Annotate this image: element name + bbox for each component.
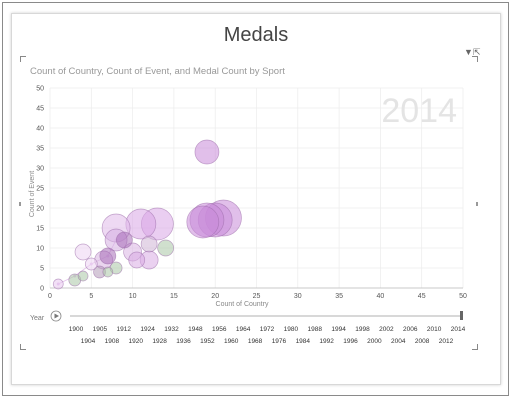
data-bubble[interactable]: [84, 257, 98, 271]
year-tick[interactable]: 2008: [415, 338, 430, 345]
y-tick-label: 30: [36, 166, 44, 173]
x-tick-label: 30: [294, 293, 302, 300]
play-axis-label: Year: [30, 315, 45, 322]
year-tick[interactable]: 2012: [439, 338, 454, 345]
data-bubble[interactable]: [77, 270, 89, 282]
year-tick[interactable]: 1952: [200, 338, 215, 345]
y-tick-label: 45: [36, 106, 44, 113]
play-button[interactable]: [50, 310, 62, 322]
chart-axes: 0 5 10 15 20 25 30 35 40 45 50 0 5 10 15 20 25 30 35 40 45 50: [36, 86, 467, 301]
year-tick[interactable]: 1980: [284, 326, 299, 333]
play-year-watermark: 2014: [381, 92, 457, 130]
year-ticks-bottom: 1904 1908 1920 1928 1936 1952 1960 1968 1976 1984…: [81, 338, 454, 345]
y-tick-label: 0: [40, 286, 44, 293]
data-bubble[interactable]: [52, 278, 64, 290]
resize-handle-left[interactable]: [19, 202, 21, 206]
year-tick[interactable]: 1948: [188, 326, 203, 333]
report-title: Medals: [223, 24, 289, 46]
data-bubble[interactable]: [186, 205, 220, 239]
y-axis-label: Count of Event: [29, 171, 36, 217]
year-tick[interactable]: 1976: [272, 338, 287, 345]
year-tick[interactable]: 1996: [343, 338, 358, 345]
y-tick-label: 35: [36, 146, 44, 153]
year-tick[interactable]: 1988: [308, 326, 323, 333]
year-tick[interactable]: 1968: [248, 338, 263, 345]
year-tick[interactable]: 1960: [224, 338, 239, 345]
year-tick[interactable]: 1908: [105, 338, 120, 345]
x-tick-label: 20: [211, 293, 219, 300]
resize-corner-top-right[interactable]: [472, 56, 478, 62]
year-tick[interactable]: 2010: [427, 326, 442, 333]
chart-subtitle: Count of Country, Count of Event, and Me…: [30, 66, 285, 77]
data-bubble[interactable]: [157, 239, 174, 257]
y-tick-label: 20: [36, 206, 44, 213]
year-ticks-top: 1900 1905 1912 1924 1932 1948 1956 1964 1972 1980…: [69, 326, 466, 333]
year-tick[interactable]: 1900: [69, 326, 84, 333]
y-tick-label: 10: [36, 246, 44, 253]
bubble-layer: [52, 139, 242, 290]
x-tick-label: 25: [253, 293, 261, 300]
year-tick[interactable]: 1964: [236, 326, 251, 333]
year-tick[interactable]: 1924: [140, 326, 155, 333]
x-tick-label: 10: [129, 293, 137, 300]
x-tick-label: 0: [48, 293, 52, 300]
year-tick[interactable]: 1928: [152, 338, 167, 345]
y-tick-label: 25: [36, 186, 44, 193]
x-tick-label: 15: [170, 293, 178, 300]
data-bubble[interactable]: [115, 231, 133, 249]
resize-corner-bottom-right[interactable]: [472, 344, 478, 350]
year-tick[interactable]: 2002: [379, 326, 394, 333]
filter-icon[interactable]: ▼: [464, 47, 473, 57]
year-tick[interactable]: 1936: [176, 338, 191, 345]
data-bubble[interactable]: [194, 139, 220, 165]
data-bubble[interactable]: [74, 243, 92, 261]
data-bubble[interactable]: [140, 235, 158, 253]
year-tick[interactable]: 2004: [391, 338, 406, 345]
year-tick[interactable]: 1956: [212, 326, 227, 333]
report-canvas: Medals ▼ ⇱ Count of Country, Count of Ev…: [12, 14, 500, 384]
x-tick-label: 40: [377, 293, 385, 300]
year-tick[interactable]: 2000: [367, 338, 382, 345]
y-tick-label: 50: [36, 86, 44, 93]
play-icon: [54, 313, 59, 319]
x-tick-label: 45: [418, 293, 426, 300]
year-tick[interactable]: 1972: [260, 326, 275, 333]
y-tick-label: 15: [36, 226, 44, 233]
x-tick-label: 50: [459, 293, 467, 300]
year-tick[interactable]: 1905: [93, 326, 108, 333]
year-tick[interactable]: 1984: [296, 338, 311, 345]
y-tick-label: 5: [40, 266, 44, 273]
data-bubble[interactable]: [102, 266, 114, 278]
year-tick[interactable]: 1932: [164, 326, 179, 333]
year-tick[interactable]: 2014: [451, 326, 466, 333]
pop-out-icon[interactable]: ⇱: [473, 47, 481, 57]
x-tick-label: 5: [89, 293, 93, 300]
year-tick[interactable]: 1920: [128, 338, 143, 345]
play-axis-slider-handle[interactable]: [460, 311, 463, 320]
resize-handle-right[interactable]: [476, 202, 478, 206]
play-axis: Year 1900 1905 1912 1924 1932 1948 1956 1964 197…: [30, 310, 466, 345]
year-tick[interactable]: 1998: [355, 326, 370, 333]
year-tick[interactable]: 2006: [403, 326, 418, 333]
x-tick-label: 35: [335, 293, 343, 300]
x-axis-label: Count of Country: [216, 301, 269, 308]
resize-corner-top-left[interactable]: [20, 56, 26, 62]
data-bubble[interactable]: [128, 251, 146, 269]
year-tick[interactable]: 1992: [319, 338, 334, 345]
y-tick-label: 40: [36, 126, 44, 133]
data-bubble[interactable]: [99, 247, 117, 265]
resize-corner-bottom-left[interactable]: [20, 344, 26, 350]
year-tick[interactable]: 1994: [331, 326, 346, 333]
year-tick[interactable]: 1912: [117, 326, 132, 333]
scatter-chart: 2014 0 5 10 15 20 25 30 35 40 45 50 0 5 10 15 20 25 30 35 4…: [29, 86, 467, 309]
year-tick[interactable]: 1904: [81, 338, 96, 345]
